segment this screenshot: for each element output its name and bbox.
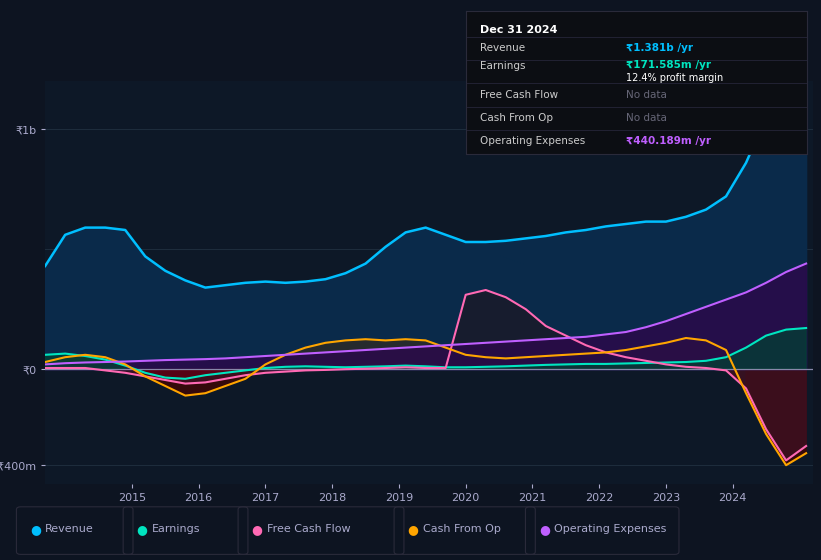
Text: ₹1.381b /yr: ₹1.381b /yr bbox=[626, 43, 694, 53]
Text: No data: No data bbox=[626, 113, 667, 123]
Text: 12.4% profit margin: 12.4% profit margin bbox=[626, 73, 724, 83]
Text: Revenue: Revenue bbox=[480, 43, 525, 53]
Text: Dec 31 2024: Dec 31 2024 bbox=[480, 26, 557, 35]
Text: Earnings: Earnings bbox=[152, 524, 200, 534]
Text: Cash From Op: Cash From Op bbox=[423, 524, 501, 534]
Text: Earnings: Earnings bbox=[480, 61, 525, 71]
Text: Free Cash Flow: Free Cash Flow bbox=[267, 524, 351, 534]
Text: ₹440.189m /yr: ₹440.189m /yr bbox=[626, 136, 712, 146]
Text: ●: ● bbox=[30, 522, 41, 536]
Text: Cash From Op: Cash From Op bbox=[480, 113, 553, 123]
Text: ●: ● bbox=[251, 522, 263, 536]
Text: ●: ● bbox=[136, 522, 148, 536]
Text: ●: ● bbox=[407, 522, 419, 536]
Text: ●: ● bbox=[539, 522, 550, 536]
Text: No data: No data bbox=[626, 91, 667, 100]
Text: Operating Expenses: Operating Expenses bbox=[554, 524, 667, 534]
Text: ₹171.585m /yr: ₹171.585m /yr bbox=[626, 60, 712, 70]
Text: Revenue: Revenue bbox=[45, 524, 94, 534]
Text: Operating Expenses: Operating Expenses bbox=[480, 136, 585, 146]
Text: Free Cash Flow: Free Cash Flow bbox=[480, 91, 558, 100]
